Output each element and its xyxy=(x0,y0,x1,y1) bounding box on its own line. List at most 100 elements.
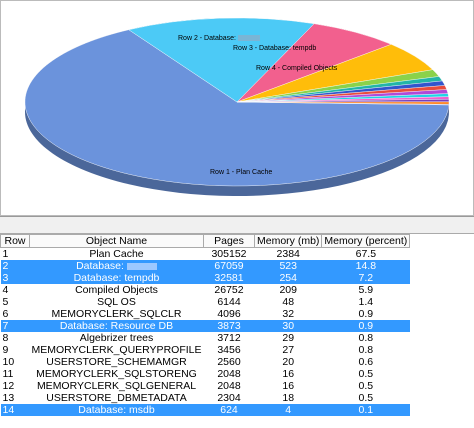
table-cell: USERSTORE_DBMETADATA xyxy=(46,392,187,404)
table-row[interactable]: 9 MEMORYCLERK_QUERYPROFILE 3456 27 0.8 xyxy=(1,344,410,356)
table-cell: 0.5 xyxy=(358,380,374,392)
slice-label: Row 4 - Compiled Objects xyxy=(256,65,338,72)
table-cell: 7 xyxy=(2,320,9,332)
table-cell: 13 xyxy=(2,392,15,404)
slice-label: Row 2 - Database: xyxy=(178,35,236,42)
table-cell: 0.9 xyxy=(358,320,374,332)
table-cell: 2304 xyxy=(217,392,241,404)
column-header[interactable]: Memory (percent) xyxy=(321,234,411,248)
table-cell: MEMORYCLERK_SQLGENERAL xyxy=(36,380,197,392)
table-cell: 32581 xyxy=(214,272,244,284)
table-cell: 1.4 xyxy=(358,296,374,308)
table-cell: 48 xyxy=(282,296,295,308)
table-cell: 2384 xyxy=(276,248,300,260)
table-cell: 2048 xyxy=(217,380,241,392)
table-cell: 32 xyxy=(282,308,295,320)
table-row[interactable]: 12 MEMORYCLERK_SQLGENERAL 2048 16 0.5 xyxy=(1,380,410,392)
table-cell: 4 xyxy=(2,284,9,296)
table-cell: 2 xyxy=(2,260,9,272)
table-cell: 30 xyxy=(282,320,295,332)
table-cell: 14.8 xyxy=(355,260,377,272)
table-cell: 3712 xyxy=(217,332,241,344)
table-cell: Database: msdb xyxy=(78,404,155,416)
blurred-text xyxy=(126,262,157,270)
table-cell: 0.6 xyxy=(358,356,374,368)
pie-slice xyxy=(236,101,450,106)
table-row[interactable]: 6 MEMORYCLERK_SQLCLR 4096 32 0.9 xyxy=(1,308,410,320)
pie-slice xyxy=(128,17,315,103)
header-row: Row Object Name Pages Memory (mb) Memory (pe… xyxy=(0,234,411,248)
table-cell: 16 xyxy=(282,368,295,380)
column-header[interactable]: Object Name xyxy=(29,234,204,248)
table-cell: 0.5 xyxy=(358,368,374,380)
table-cell: MEMORYCLERK_SQLCLR xyxy=(51,308,182,320)
pie-chart: Row 1 - Plan Cache Row 2 - Database: Row 3… xyxy=(0,0,474,216)
table-cell: 3 xyxy=(2,272,9,284)
table-cell: MEMORYCLERK_QUERYPROFILE xyxy=(31,344,202,356)
table-cell: 4096 xyxy=(217,308,241,320)
table-cell: Compiled Objects xyxy=(75,284,158,296)
table-cell: Algebrizer trees xyxy=(79,332,154,344)
table-cell: 0.1 xyxy=(358,404,374,416)
table-row[interactable]: 3 Database: tempdb 32581 254 7.2 xyxy=(0,272,410,284)
table-cell: 0.9 xyxy=(358,308,374,320)
table-cell: Database: Resource DB xyxy=(59,320,174,332)
blurred-text xyxy=(237,35,260,41)
table-cell: 3873 xyxy=(217,320,241,332)
table-cell: USERSTORE_SCHEMAMGR xyxy=(46,356,187,368)
table-cell: 624 xyxy=(220,404,238,416)
table-row[interactable]: 5 SQL OS 6144 48 1.4 xyxy=(1,296,410,308)
table-row[interactable]: 13 USERSTORE_DBMETADATA 2304 18 0.5 xyxy=(1,392,410,404)
table-cell: 523 xyxy=(279,260,297,272)
column-header[interactable]: Pages xyxy=(203,234,255,248)
table-cell: 27 xyxy=(282,344,295,356)
table-cell: 10 xyxy=(2,356,15,368)
table-cell: 20 xyxy=(282,356,295,368)
table-row[interactable]: 14 Database: msdb 624 4 0.1 xyxy=(0,404,410,416)
table-cell: 3456 xyxy=(217,344,241,356)
table-cell: 305152 xyxy=(211,248,247,260)
table-cell: 254 xyxy=(279,272,297,284)
table-cell: 0.8 xyxy=(358,344,374,356)
splitter[interactable] xyxy=(0,216,474,234)
table-row[interactable]: 1 Plan Cache 305152 2384 67.5 xyxy=(1,248,410,261)
table-cell: Database: xyxy=(30,260,204,272)
slice-label: Row 3 - Database: tempdb xyxy=(233,45,316,52)
table-cell: 0.8 xyxy=(358,332,374,344)
table-cell: 8 xyxy=(2,332,9,344)
table-cell: 6 xyxy=(2,308,9,320)
table-cell: 16 xyxy=(282,380,295,392)
table-cell: 4 xyxy=(285,404,292,416)
column-header[interactable]: Memory (mb) xyxy=(253,234,323,248)
table-cell: 18 xyxy=(282,392,295,404)
table-cell: 1 xyxy=(2,248,9,260)
table-cell: 9 xyxy=(2,344,9,356)
table-cell: Plan Cache xyxy=(89,248,144,260)
data-table: Row Object Name Pages Memory (mb) Memory (pe… xyxy=(0,234,411,416)
table-cell: SQL OS xyxy=(97,296,136,308)
table-cell: 2560 xyxy=(217,356,241,368)
table-cell: 26752 xyxy=(214,284,244,296)
table-row[interactable]: 8 Algebrizer trees 3712 29 0.8 xyxy=(1,332,410,344)
table-row[interactable]: 7 Database: Resource DB 3873 30 0.9 xyxy=(0,320,410,332)
table-cell: 209 xyxy=(279,284,297,296)
table-cell: 67.5 xyxy=(355,248,377,260)
table-row[interactable]: 11 MEMORYCLERK_SQLSTORENG 2048 16 0.5 xyxy=(1,368,410,380)
table-row[interactable]: 2 Database: 67059 523 14.8 xyxy=(0,260,410,272)
table-cell: 67059 xyxy=(214,260,244,272)
table-cell: Database: tempdb xyxy=(73,272,160,284)
table-cell: 11 xyxy=(2,368,14,380)
pie-slice xyxy=(24,29,450,187)
slice-label: Row 1 - Plan Cache xyxy=(210,169,272,176)
table-cell: 5 xyxy=(2,296,9,308)
table-cell: 12 xyxy=(2,380,15,392)
table-cell: 5.9 xyxy=(358,284,374,296)
table-row[interactable]: 10 USERSTORE_SCHEMAMGR 2560 20 0.6 xyxy=(1,356,410,368)
table-cell: 0.5 xyxy=(358,392,374,404)
table-cell: 14 xyxy=(2,404,15,416)
table-cell: 7.2 xyxy=(358,272,374,284)
table-row[interactable]: 4 Compiled Objects 26752 209 5.9 xyxy=(1,284,410,296)
table-cell: 6144 xyxy=(217,296,241,308)
column-header[interactable]: Row xyxy=(0,234,30,248)
